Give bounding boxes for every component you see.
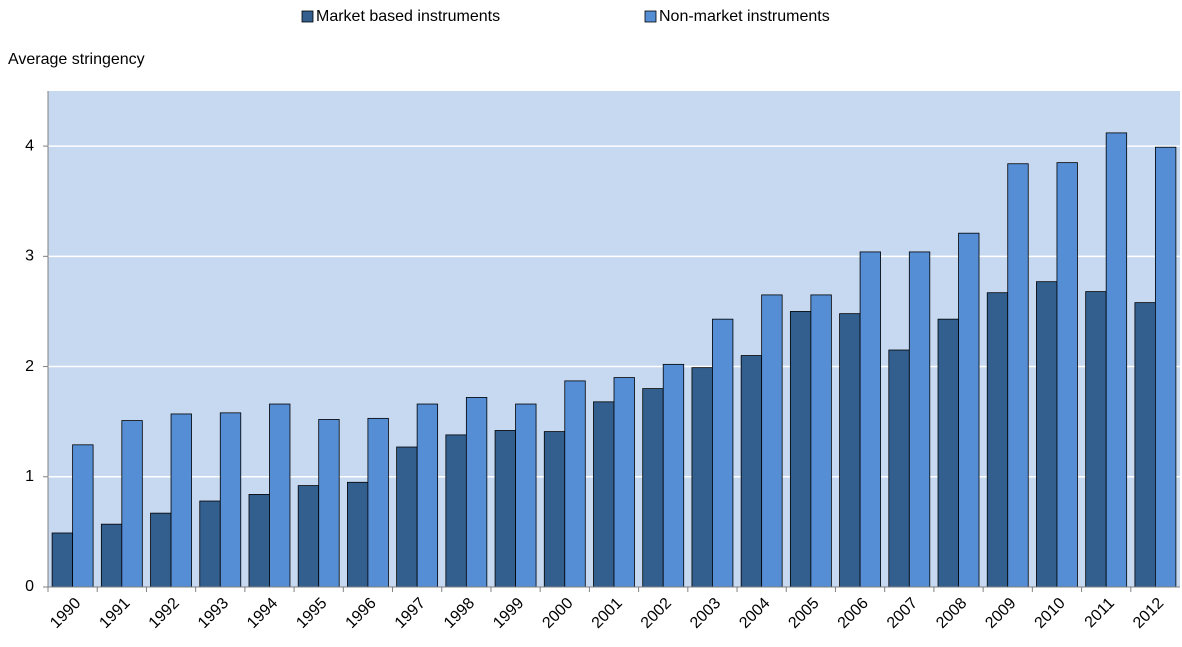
bar <box>100 523 123 588</box>
bar <box>1154 146 1177 588</box>
bar <box>958 232 980 588</box>
x-tick-label: 2012 <box>1130 595 1167 632</box>
x-tick-label: 1991 <box>96 595 133 632</box>
bar <box>445 434 467 588</box>
x-tick-label: 2002 <box>638 595 675 632</box>
x-tick-label: 2010 <box>1032 595 1069 632</box>
bar <box>691 367 713 588</box>
bar <box>121 420 143 588</box>
bar <box>613 377 635 588</box>
x-tick-label: 2005 <box>785 595 822 632</box>
bar <box>662 363 685 588</box>
bar <box>789 311 812 588</box>
bar <box>543 431 566 588</box>
bar <box>986 292 1009 588</box>
bar <box>347 481 369 588</box>
x-tick-label: 1993 <box>195 595 232 632</box>
bar <box>1007 163 1029 588</box>
bar <box>367 417 389 588</box>
x-tick-label: 2000 <box>539 595 576 632</box>
y-axis-label: Average stringency <box>8 51 145 68</box>
bar <box>1105 132 1128 588</box>
y-tick-label: 1 <box>25 468 34 485</box>
bar <box>269 403 291 588</box>
legend-label: Market based instruments <box>316 8 500 25</box>
bar <box>908 251 931 588</box>
y-tick-label: 4 <box>25 137 34 154</box>
x-tick-label: 2007 <box>884 595 921 632</box>
bar <box>888 349 910 588</box>
bar <box>937 318 959 588</box>
bar <box>859 251 881 588</box>
bar <box>810 294 832 588</box>
y-tick-label: 3 <box>25 248 34 265</box>
x-tick-label: 1999 <box>490 595 527 632</box>
x-tick-label: 2003 <box>687 595 724 632</box>
bar <box>839 313 861 588</box>
bar <box>593 401 615 588</box>
x-tick-label: 1996 <box>343 595 380 632</box>
bar <box>1085 291 1107 588</box>
legend-label: Non-market instruments <box>659 8 830 25</box>
x-tick-label: 1990 <box>47 595 84 632</box>
bar <box>1036 281 1058 588</box>
x-tick-label: 2001 <box>589 595 626 632</box>
bar <box>51 532 74 588</box>
legend-swatch <box>301 10 314 23</box>
bar <box>150 512 172 588</box>
y-tick-label: 0 <box>25 578 34 595</box>
bar <box>712 318 734 588</box>
x-tick-label: 1995 <box>293 595 330 632</box>
x-tick-label: 1998 <box>441 595 478 632</box>
x-tick-label: 2006 <box>835 595 872 632</box>
x-tick-label: 1992 <box>146 595 183 632</box>
bar <box>761 294 783 588</box>
bar <box>515 403 537 588</box>
bar <box>248 494 270 588</box>
y-tick-label: 2 <box>25 358 34 375</box>
bar <box>494 430 516 588</box>
bar <box>318 419 340 588</box>
bar <box>642 388 664 588</box>
bar <box>740 355 763 588</box>
x-tick-label: 2011 <box>1082 595 1118 631</box>
bar <box>1134 302 1156 588</box>
x-tick-label: 1997 <box>392 595 429 632</box>
x-tick-label: 2009 <box>982 595 1019 632</box>
bar <box>396 446 418 588</box>
bar <box>564 380 586 588</box>
bar <box>72 444 94 588</box>
x-tick-label: 2008 <box>933 595 970 632</box>
bar <box>465 397 488 588</box>
x-tick-label: 1994 <box>244 595 281 632</box>
bar <box>199 500 221 588</box>
bar <box>416 403 439 588</box>
bar <box>297 485 320 588</box>
bar <box>170 413 192 588</box>
bar <box>1056 162 1078 588</box>
legend-swatch <box>644 10 657 23</box>
bar <box>219 412 242 588</box>
x-tick-label: 2004 <box>736 595 773 632</box>
